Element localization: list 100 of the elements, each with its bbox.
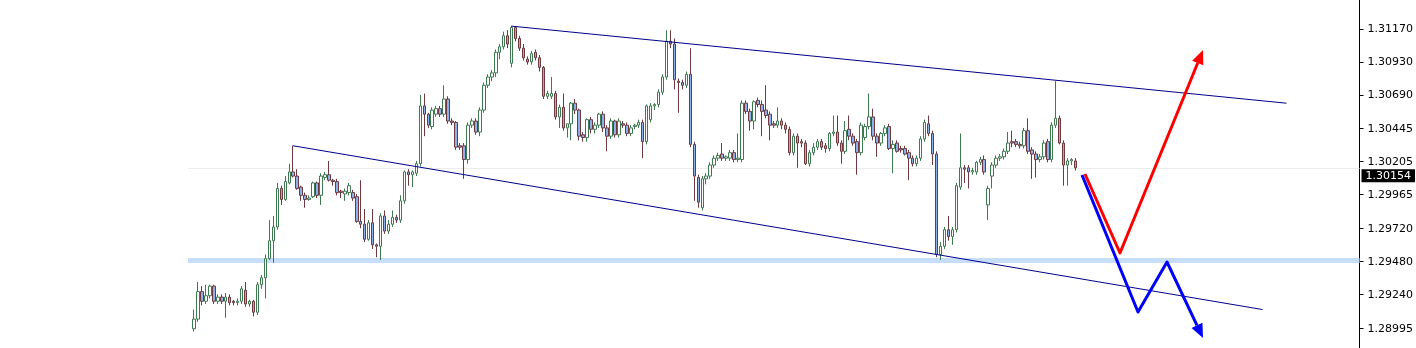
candlestick (212, 284, 216, 305)
candlestick (613, 119, 617, 139)
candlestick (1066, 157, 1069, 187)
candlestick (804, 139, 807, 166)
candlestick (947, 215, 950, 242)
candlestick (697, 174, 700, 209)
candlestick (637, 119, 640, 129)
candlestick (446, 95, 450, 125)
candlestick (1042, 139, 1046, 161)
y-tick-label: 1.30205 (1367, 155, 1414, 169)
candlestick (240, 285, 243, 305)
candlestick (224, 292, 227, 319)
candlestick (244, 281, 247, 308)
candlestick (816, 138, 819, 151)
candlestick (442, 84, 446, 118)
candlestick (625, 121, 629, 137)
candlestick (796, 132, 799, 169)
candlestick (788, 126, 791, 156)
ref-line-label: 1.30154 (1365, 169, 1412, 183)
candlestick (1046, 138, 1050, 163)
candlestick (963, 164, 966, 184)
candlestick (887, 123, 891, 151)
candlestick (315, 181, 319, 199)
candlestick (220, 293, 224, 305)
candlestick (280, 185, 283, 206)
candlestick (379, 212, 382, 261)
candlestick (311, 181, 315, 199)
candlestick (510, 25, 513, 68)
candlestick (200, 285, 204, 306)
candlestick (228, 293, 231, 306)
candlestick (967, 164, 970, 189)
candlestick (975, 160, 978, 176)
candlestick (645, 104, 648, 145)
candlestick (859, 121, 863, 156)
candlestick (843, 120, 847, 155)
candlestick (204, 284, 208, 305)
candlestick (248, 299, 251, 308)
candlestick (740, 99, 744, 163)
candlestick (530, 50, 533, 66)
candlestick (430, 106, 434, 130)
candlestick (720, 142, 724, 162)
candlestick (462, 142, 466, 180)
candlestick (609, 117, 613, 140)
candlestick (1010, 130, 1014, 148)
candlestick (617, 117, 621, 139)
y-tick-label: 1.29965 (1367, 188, 1414, 202)
candlestick (820, 138, 823, 151)
y-tick-label: 1.31170 (1367, 22, 1414, 36)
candlestick (550, 76, 553, 100)
candlestick (701, 175, 704, 211)
candlestick (1018, 141, 1022, 150)
candlestick (724, 154, 728, 162)
candlestick (1022, 127, 1026, 150)
candlestick (685, 71, 688, 89)
candlestick (792, 132, 795, 156)
candlestick (982, 154, 986, 176)
candlestick (895, 139, 899, 154)
candlestick (407, 168, 410, 187)
y-tick-label: 1.29720 (1367, 221, 1414, 235)
candlestick (474, 117, 478, 136)
candlestick (728, 149, 732, 162)
candlestick (569, 101, 573, 141)
candlestick (319, 172, 323, 206)
candlestick (589, 116, 593, 134)
candlestick (454, 120, 458, 151)
candlestick (677, 77, 680, 114)
candlestick (216, 293, 220, 305)
candlestick (752, 99, 756, 130)
candlestick (438, 105, 442, 118)
y-tick-label: 1.29240 (1367, 287, 1414, 301)
candlestick (335, 178, 339, 196)
candlestick (526, 55, 529, 66)
candlestick (585, 117, 589, 143)
candlestick (506, 29, 509, 49)
candlestick (776, 106, 779, 129)
candlestick (629, 124, 633, 137)
candlestick (1074, 157, 1077, 172)
candlestick (907, 149, 911, 181)
candlestick (383, 209, 386, 235)
candlestick (641, 119, 644, 159)
y-tick-label: 1.30445 (1367, 122, 1414, 136)
y-tick-label: 1.29480 (1367, 254, 1414, 268)
candlestick (824, 142, 827, 154)
candlestick (252, 299, 255, 317)
y-tick-label: 1.30690 (1367, 88, 1414, 102)
candlestick (367, 219, 370, 242)
candlestick (732, 149, 736, 163)
candlestick (558, 104, 561, 129)
candlestick (343, 187, 347, 202)
y-tick-label: 1.30930 (1367, 55, 1414, 69)
candlestick (466, 121, 470, 165)
candlestick (1034, 150, 1038, 178)
candlestick (395, 214, 398, 224)
candlestick (986, 185, 990, 221)
candlestick (554, 90, 557, 121)
candlestick (597, 112, 601, 129)
candlestick (891, 139, 895, 174)
y-tick-label: 1.28995 (1367, 321, 1414, 335)
candlestick (780, 117, 783, 130)
candlestick (562, 93, 565, 132)
